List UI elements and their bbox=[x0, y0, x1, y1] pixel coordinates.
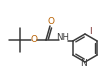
Text: NH: NH bbox=[56, 34, 69, 42]
Text: O: O bbox=[30, 36, 37, 45]
Text: I: I bbox=[88, 27, 90, 36]
Text: O: O bbox=[47, 17, 54, 26]
Text: N: N bbox=[80, 60, 87, 68]
